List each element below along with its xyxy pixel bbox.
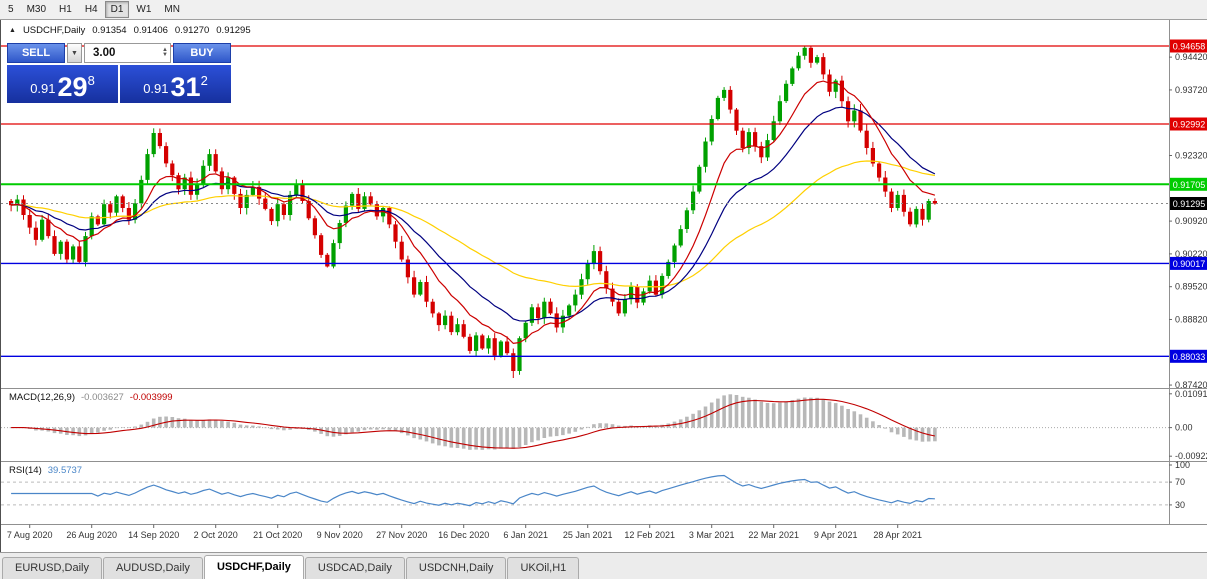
volume-value: 3.00 — [93, 47, 116, 59]
timeframe-H4[interactable]: H4 — [79, 1, 104, 18]
chart-tab-USDCNH[interactable]: USDCNH,Daily — [405, 557, 507, 579]
date-axis-label[interactable]: 22 Mar 2021 — [748, 530, 799, 540]
price-axis-tick[interactable]: 0.89520 — [1175, 282, 1207, 292]
macd-axis-tick[interactable]: 0.00 — [1175, 423, 1193, 433]
volume-input[interactable]: 3.00 ▲ ▼ — [84, 43, 171, 63]
timeframe-H1[interactable]: H1 — [53, 1, 78, 18]
date-axis-label[interactable]: 14 Sep 2020 — [128, 530, 179, 540]
buy-button[interactable]: BUY — [173, 43, 231, 63]
rsi-line — [11, 474, 935, 507]
macd-axis-tick[interactable]: -0.00922 — [1175, 451, 1207, 461]
buy-price-point: 2 — [200, 73, 208, 88]
level-price-label — [1170, 39, 1207, 53]
date-axis-label[interactable]: 7 Aug 2020 — [7, 530, 53, 540]
quote-open: 0.91354 — [92, 25, 127, 36]
candles — [9, 45, 937, 378]
macd-label: MACD(12,26,9) -0.003627 -0.003999 — [9, 392, 173, 403]
spin-down-icon[interactable]: ▼ — [162, 52, 168, 58]
quote-low: 0.91270 — [174, 25, 210, 36]
volume-stepper[interactable]: ▲ ▼ — [162, 47, 168, 58]
date-axis-label[interactable]: 6 Jan 2021 — [503, 530, 548, 540]
symbol-label: USDCHF,Daily — [22, 25, 86, 36]
chart-ohlc-info: ▲ USDCHF,Daily 0.91354 0.91406 0.91270 0… — [9, 25, 251, 36]
buy-price-pips: 31 — [170, 72, 201, 102]
chart-tab-EURUSD[interactable]: EURUSD,Daily — [2, 557, 102, 579]
level-price-label — [1170, 256, 1207, 270]
buy-price-display[interactable]: 0.91 31 2 — [120, 65, 231, 103]
sell-price-pips: 29 — [57, 72, 88, 102]
level-price-label — [1170, 117, 1207, 131]
sell-button[interactable]: SELL — [7, 43, 65, 63]
date-axis-label[interactable]: 25 Jan 2021 — [563, 530, 613, 540]
sell-price-prefix: 0.91 — [30, 81, 56, 96]
timeframe-W1[interactable]: W1 — [130, 1, 157, 18]
ma-slow-yellow — [11, 160, 936, 288]
macd-axis-tick[interactable]: 0.010913 — [1175, 389, 1207, 399]
price-axis-tick[interactable]: 0.92320 — [1175, 151, 1207, 161]
date-axis-label[interactable]: 16 Dec 2020 — [438, 530, 489, 540]
price-axis-tick[interactable]: 0.94420 — [1175, 52, 1207, 62]
level-price-label — [1170, 349, 1207, 363]
chart-window: 0.94420 0.93720 0.92320 0.90920 0.90220 0.895… — [0, 20, 1207, 552]
price-chart-canvas[interactable]: 0.94420 0.93720 0.92320 0.90920 0.90220 0.895… — [1, 20, 1207, 552]
date-axis-label[interactable]: 3 Mar 2021 — [689, 530, 735, 540]
timeframe-D1[interactable]: D1 — [104, 1, 130, 18]
svg-text:0.90017: 0.90017 — [1173, 259, 1206, 269]
one-click-trading-panel: SELL ▼ 3.00 ▲ ▼ BUY 0.91 29 8 0.91 31 2 — [7, 43, 231, 103]
timeframe-MN[interactable]: MN — [158, 1, 186, 18]
price-axis-tick[interactable]: 0.88820 — [1175, 314, 1207, 324]
price-axis-tick[interactable]: 0.90920 — [1175, 216, 1207, 226]
sell-price-display[interactable]: 0.91 29 8 — [7, 65, 118, 103]
date-axis-label[interactable]: 27 Nov 2020 — [376, 530, 427, 540]
quote-close: 0.91295 — [216, 25, 251, 36]
date-axis-label[interactable]: 28 Apr 2021 — [873, 530, 922, 540]
spin-up-icon[interactable]: ▲ — [162, 47, 168, 53]
date-axis-label[interactable]: 26 Aug 2020 — [66, 530, 117, 540]
timeframe-toolbar: 5 M30 H1 H4 D1 W1 MN — [0, 0, 1207, 20]
macd-signal-line — [11, 398, 936, 449]
chart-tab-UKOil[interactable]: UKOil,H1 — [507, 557, 580, 579]
svg-text:0.88033: 0.88033 — [1173, 352, 1206, 362]
date-axis-label[interactable]: 21 Oct 2020 — [253, 530, 302, 540]
date-axis-label[interactable]: 9 Apr 2021 — [814, 530, 858, 540]
quote-high: 0.91406 — [133, 25, 168, 36]
rsi-axis-tick[interactable]: 100 — [1175, 460, 1190, 470]
level-price-label — [1170, 177, 1207, 191]
date-axis-label[interactable]: 2 Oct 2020 — [194, 530, 238, 540]
svg-text:0.94658: 0.94658 — [1173, 42, 1206, 52]
svg-text:0.91295: 0.91295 — [1173, 199, 1206, 209]
collapse-panel-icon[interactable]: ▲ — [9, 27, 16, 34]
rsi-label: RSI(14) 39.5737 — [9, 465, 82, 476]
buy-price-prefix: 0.91 — [143, 81, 169, 96]
chart-tab-USDCAD[interactable]: USDCAD,Daily — [304, 557, 405, 579]
rsi-axis-tick[interactable]: 30 — [1175, 500, 1185, 510]
chart-tab-USDCHF[interactable]: USDCHF,Daily — [203, 555, 304, 579]
current-price-label — [1170, 197, 1207, 210]
chart-tabs-bar: EURUSD,Daily AUDUSD,Daily USDCHF,Daily USDC… — [0, 552, 1207, 579]
date-axis-label[interactable]: 12 Feb 2021 — [624, 530, 675, 540]
date-axis-label[interactable]: 9 Nov 2020 — [317, 530, 363, 540]
sell-price-point: 8 — [87, 73, 95, 88]
ma-fast-red — [10, 80, 936, 345]
chart-background — [1, 20, 1207, 552]
ma-mid-navy — [11, 106, 936, 322]
price-axis-tick[interactable]: 0.90220 — [1175, 249, 1207, 259]
svg-text:0.91705: 0.91705 — [1173, 180, 1206, 190]
svg-text:0.92992: 0.92992 — [1173, 120, 1206, 130]
chart-tab-AUDUSD[interactable]: AUDUSD,Daily — [102, 557, 203, 579]
volume-dropdown-icon[interactable]: ▼ — [67, 43, 82, 63]
timeframe-M30[interactable]: M30 — [21, 1, 52, 18]
price-axis-tick[interactable]: 0.87420 — [1175, 380, 1207, 390]
rsi-axis-tick[interactable]: 70 — [1175, 477, 1185, 487]
price-axis-tick[interactable]: 0.93720 — [1175, 85, 1207, 95]
timeframe-5[interactable]: 5 — [2, 1, 20, 18]
